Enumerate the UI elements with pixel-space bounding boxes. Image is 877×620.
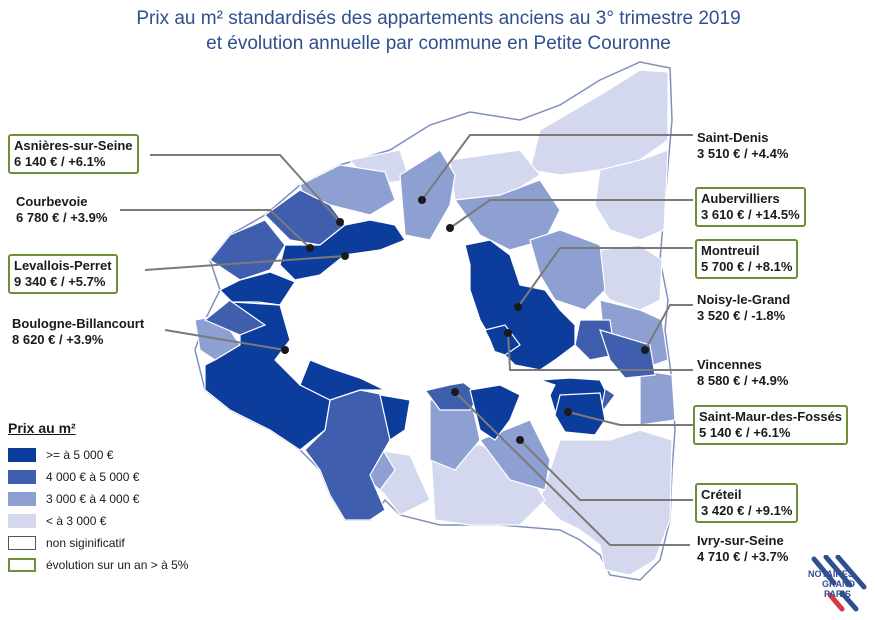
legend-swatch-high — [8, 470, 36, 484]
legend-label: non siginificatif — [46, 536, 125, 550]
legend-title: Prix au m² — [8, 420, 76, 436]
notaires-grand-paris-logo: NOTAIRES GRAND PARIS — [808, 554, 870, 613]
commune-name: Courbevoie — [16, 194, 88, 209]
legend-item: évolution sur un an > à 5% — [8, 554, 188, 576]
label-levallois: Levallois-Perret 9 340 € / +5.7% — [8, 254, 118, 294]
legend-swatch-ns — [8, 536, 36, 550]
commune-price: 6 780 € / +3.9% — [16, 210, 108, 225]
legend-item: >= à 5 000 € — [8, 444, 188, 466]
logo-text-3: PARIS — [824, 589, 851, 599]
locator-dots — [281, 196, 649, 444]
legend-swatch-very-high — [8, 448, 36, 462]
legend-label: < à 3 000 € — [46, 514, 107, 528]
commune-price: 5 700 € / +8.1% — [701, 259, 793, 274]
commune-price: 5 140 € / +6.1% — [699, 425, 791, 440]
zone-mid — [194, 149, 676, 491]
commune-name: Créteil — [701, 487, 742, 502]
legend-swatch-mid — [8, 492, 36, 506]
logo-text-1: NOTAIRES — [808, 569, 854, 579]
legend-swatch-evolution — [8, 558, 36, 572]
legend-item: non siginificatif — [8, 532, 188, 554]
label-saint-denis: Saint-Denis 3 510 € / +4.4% — [697, 130, 788, 162]
label-courbevoie: Courbevoie 6 780 € / +3.9% — [16, 194, 107, 226]
leader-lines — [120, 134, 693, 546]
commune-price: 9 340 € / +5.7% — [14, 274, 106, 289]
label-asnieres: Asnières-sur-Seine 6 140 € / +6.1% — [8, 134, 139, 174]
legend-item: 3 000 € à 4 000 € — [8, 488, 188, 510]
map-title: Prix au m² standardisés des appartements… — [0, 6, 877, 56]
legend-label: >= à 5 000 € — [46, 448, 114, 462]
label-ivry: Ivry-sur-Seine 4 710 € / +3.7% — [697, 533, 788, 565]
legend: Prix au m² >= à 5 000 € 4 000 € à 5 000 … — [8, 420, 188, 576]
logo-text-2: GRAND — [822, 579, 855, 589]
legend-swatch-low — [8, 514, 36, 528]
label-aubervilliers: Aubervilliers 3 610 € / +14.5% — [695, 187, 806, 227]
commune-name: Noisy-le-Grand — [697, 292, 791, 307]
legend-label: 3 000 € à 4 000 € — [46, 492, 140, 506]
legend-item: 4 000 € à 5 000 € — [8, 466, 188, 488]
legend-label: 4 000 € à 5 000 € — [46, 470, 140, 484]
commune-name: Vincennes — [697, 357, 762, 372]
logo-stripes-icon — [811, 554, 867, 612]
commune-name: Saint-Maur-des-Fossés — [699, 409, 843, 424]
paris-center — [289, 239, 501, 393]
label-creteil: Créteil 3 420 € / +9.1% — [695, 483, 799, 523]
label-montreuil: Montreuil 5 700 € / +8.1% — [695, 239, 799, 279]
title-line-1: Prix au m² standardisés des appartements… — [136, 8, 741, 29]
commune-name: Ivry-sur-Seine — [697, 533, 784, 548]
commune-price: 4 710 € / +3.7% — [697, 549, 789, 564]
commune-price: 8 580 € / +4.9% — [697, 373, 789, 388]
commune-price: 6 140 € / +6.1% — [14, 154, 106, 169]
commune-name: Asnières-sur-Seine — [14, 138, 133, 153]
label-vincennes: Vincennes 8 580 € / +4.9% — [697, 357, 788, 389]
label-boulogne: Boulogne-Billancourt 8 620 € / +3.9% — [12, 316, 144, 348]
legend-item: < à 3 000 € — [8, 510, 188, 532]
commune-name: Boulogne-Billancourt — [12, 316, 145, 331]
title-line-2: et évolution annuelle par commune en Pet… — [206, 33, 671, 54]
commune-price: 3 610 € / +14.5% — [701, 207, 800, 222]
commune-name: Saint-Denis — [697, 130, 769, 145]
commune-price: 8 620 € / +3.9% — [12, 332, 104, 347]
commune-price: 3 520 € / -1.8% — [697, 308, 786, 323]
label-noisy: Noisy-le-Grand 3 520 € / -1.8% — [697, 292, 790, 324]
commune-price: 3 510 € / +4.4% — [697, 146, 789, 161]
commune-price: 3 420 € / +9.1% — [701, 503, 793, 518]
commune-name: Aubervilliers — [701, 191, 780, 206]
commune-name: Montreuil — [701, 243, 760, 258]
commune-name: Levallois-Perret — [14, 258, 112, 273]
legend-label: évolution sur un an > à 5% — [46, 558, 189, 572]
label-saint-maur: Saint-Maur-des-Fossés 5 140 € / +6.1% — [693, 405, 849, 445]
